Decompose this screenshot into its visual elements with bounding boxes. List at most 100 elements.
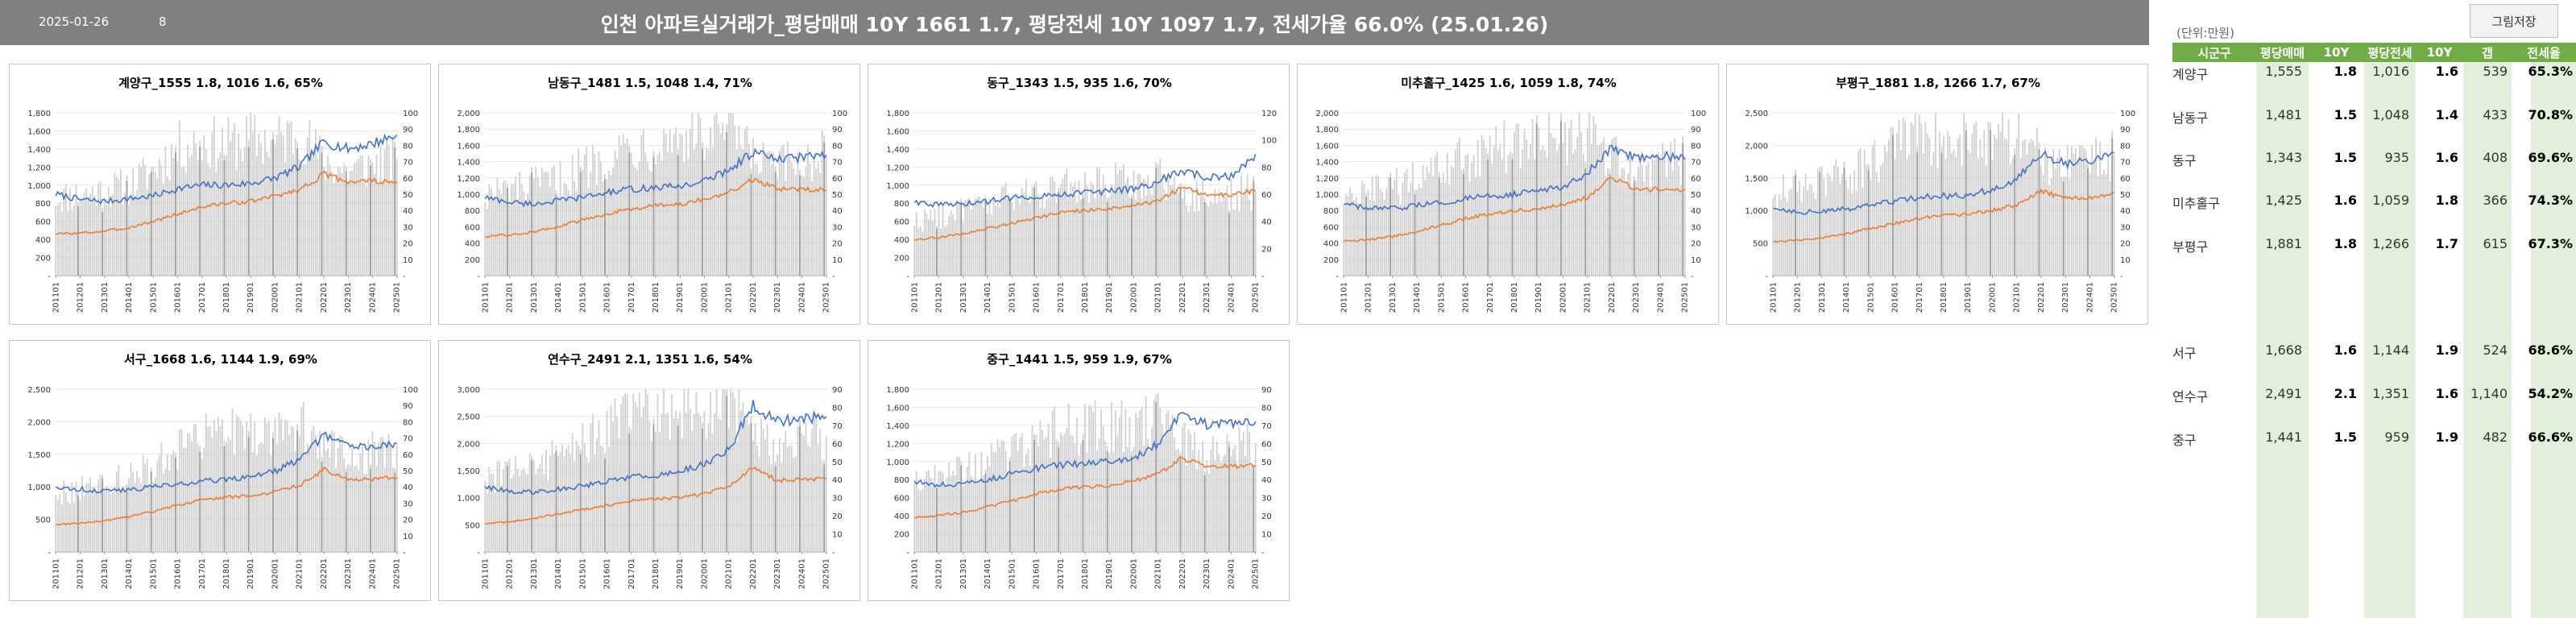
- bar: [1772, 197, 1775, 276]
- bar: [616, 416, 618, 552]
- y-tick-label: -: [1765, 272, 1768, 281]
- y-tick-label: 600: [894, 495, 909, 504]
- bar: [1918, 114, 1920, 276]
- bar: [2056, 157, 2059, 276]
- x-tick-label: 201601: [603, 558, 612, 589]
- bar: [75, 184, 77, 276]
- bar: [2026, 155, 2028, 276]
- bar: [97, 183, 100, 276]
- bar: [1232, 448, 1234, 552]
- bar: [1394, 179, 1396, 276]
- bar: [1190, 433, 1191, 552]
- bar: [1381, 192, 1384, 276]
- cell-gap: 433: [2483, 107, 2508, 122]
- bar: [73, 502, 75, 552]
- bar: [1436, 151, 1439, 276]
- bar: [1207, 473, 1210, 552]
- bar: [67, 501, 69, 552]
- bar: [134, 195, 136, 276]
- bar: [1120, 170, 1123, 276]
- bar: [1375, 175, 1377, 276]
- bar: [679, 133, 681, 276]
- bar: [921, 231, 924, 276]
- y-tick-label: 1,000: [457, 495, 480, 504]
- bar: [913, 483, 916, 552]
- bar: [1025, 453, 1027, 552]
- bar: [1067, 193, 1070, 276]
- bar: [1674, 138, 1676, 276]
- bar: [1174, 176, 1175, 276]
- chart-svg: 동구_1343 1.5, 935 1.6, 70%-2004006008001,…: [886, 76, 1277, 313]
- sale-line: [484, 147, 827, 208]
- x-tick-label: 202201: [1178, 282, 1187, 313]
- x-tick-label: 201601: [603, 282, 612, 313]
- bar: [484, 480, 487, 552]
- bar: [1663, 151, 1666, 276]
- bar: [956, 456, 959, 552]
- bar: [932, 221, 934, 276]
- bar: [1527, 159, 1530, 276]
- bar: [144, 463, 147, 552]
- bar: [551, 440, 553, 552]
- y-tick-label: 2,500: [457, 413, 480, 422]
- y2-tick-label: -: [1261, 549, 1265, 558]
- bar: [152, 166, 155, 276]
- bar: [386, 442, 388, 552]
- cell-jeonse: 959: [2384, 429, 2409, 445]
- bar: [748, 425, 750, 552]
- chart-title: 계양구_1555 1.8, 1016 1.6, 65%: [118, 76, 323, 90]
- bar: [353, 163, 355, 276]
- bar: [807, 445, 809, 552]
- bar: [594, 153, 596, 276]
- bar: [2019, 157, 2022, 276]
- bar: [81, 199, 83, 276]
- y2-tick-label: 70: [403, 159, 413, 168]
- bar: [616, 158, 618, 276]
- bar: [242, 160, 244, 276]
- y-tick-label: 2,500: [27, 386, 51, 395]
- x-tick-label: 201601: [174, 282, 183, 313]
- bar: [187, 433, 188, 552]
- bar: [164, 146, 167, 276]
- bar: [1143, 178, 1145, 276]
- bar: [727, 428, 730, 552]
- bar: [1127, 176, 1129, 276]
- bar: [282, 135, 284, 276]
- bar: [1601, 143, 1603, 276]
- bar: [699, 416, 702, 552]
- bar: [1147, 438, 1149, 552]
- chart-svg: 연수구_2491 2.1, 1351 1.6, 54%-5001,0001,50…: [457, 352, 842, 589]
- bar: [511, 184, 512, 276]
- bar: [1000, 440, 1003, 552]
- x-tick-label: 201601: [174, 558, 183, 589]
- cell-jeonse10y: 1.4: [2435, 107, 2458, 122]
- bar: [555, 450, 557, 552]
- bar: [188, 158, 191, 276]
- bar: [928, 470, 930, 552]
- bar: [1062, 435, 1064, 552]
- x-tick-label: 202301: [1203, 282, 1211, 313]
- bar: [142, 455, 144, 552]
- bar: [79, 500, 81, 552]
- bar: [535, 474, 537, 552]
- bar: [1047, 423, 1050, 552]
- bar: [247, 147, 250, 276]
- bar: [106, 486, 108, 552]
- bar: [1080, 444, 1082, 552]
- bar: [394, 472, 396, 552]
- bar: [722, 122, 724, 276]
- bar: [996, 202, 999, 276]
- y2-tick-label: 10: [403, 256, 413, 265]
- bar: [2003, 137, 2006, 276]
- save-image-button[interactable]: 그림저장: [2470, 4, 2558, 38]
- bar: [606, 179, 608, 276]
- bar: [689, 129, 691, 276]
- bar: [1234, 445, 1236, 552]
- bar: [160, 442, 163, 552]
- bar: [557, 455, 559, 552]
- bar: [335, 468, 337, 552]
- col-header-jeonse: 평당전세: [2364, 43, 2416, 62]
- cell-jeonse10y: 1.8: [2435, 193, 2458, 208]
- x-tick-label: 201601: [1462, 282, 1471, 313]
- bar: [600, 160, 602, 276]
